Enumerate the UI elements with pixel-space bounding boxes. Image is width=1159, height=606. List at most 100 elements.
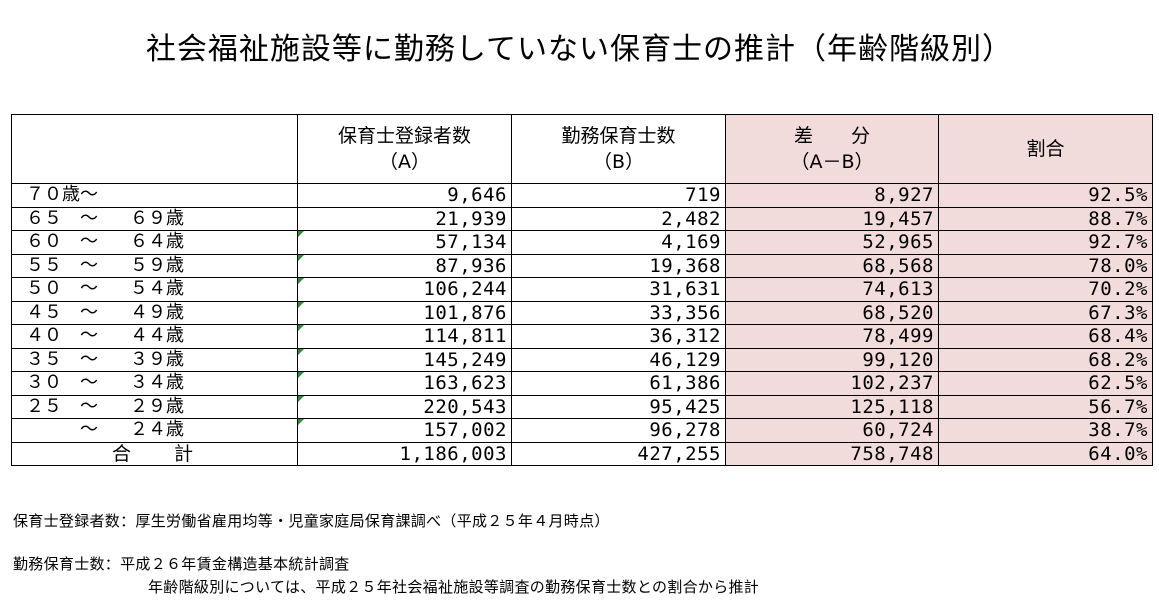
age-cell: ～ ２４歳 xyxy=(11,418,298,443)
note-estimation-method: 年齢階級別については、平成２５年社会福祉施設等調査の勤務保育士数との割合から推計 xyxy=(148,578,760,596)
working-cell: 19,368 xyxy=(511,253,726,278)
age-from: ５５ xyxy=(26,254,62,276)
registered-cell: 21,939 xyxy=(297,206,512,231)
ratio-cell: 68.2% xyxy=(938,347,1153,372)
page-title: 社会福祉施設等に勤務していない保育士の推計（年齢階級別） xyxy=(145,32,1014,67)
header-working-label: 勤務保育士数 xyxy=(561,125,676,147)
age-tilde: ～ xyxy=(80,395,98,417)
ratio-cell: 67.3% xyxy=(938,300,1153,325)
table-row: ～ ２４歳 157,002 96,278 60,724 38.7% xyxy=(11,418,1153,443)
age-to: ６４歳 xyxy=(130,231,184,253)
header-row: 保育士登録者数 （A） 勤務保育士数 （B） 差 分 （A－B） 割合 xyxy=(11,114,1153,184)
age-cell: ４５ ～ ４９歳 xyxy=(11,300,298,325)
age-from: ４５ xyxy=(26,301,62,323)
age-cell: ６０ ～ ６４歳 xyxy=(11,230,298,255)
age-cell: ２５ ～ ２９歳 xyxy=(11,394,298,419)
age-from: ５０ xyxy=(26,278,62,300)
ratio-cell: 38.7% xyxy=(938,418,1153,443)
age-to: ２９歳 xyxy=(130,395,184,417)
total-difference-cell: 758,748 xyxy=(725,441,939,466)
table-row: ２５ ～ ２９歳 220,543 95,425 125,118 56.7% xyxy=(11,394,1153,419)
age-from: ６５ xyxy=(26,207,62,229)
age-to: ２４歳 xyxy=(130,419,184,441)
registered-cell: 145,249 xyxy=(297,347,512,372)
age-cell: ６５ ～ ６９歳 xyxy=(11,206,298,231)
header-difference-label: 差 分 xyxy=(793,125,870,147)
header-registered-label: 保育士登録者数 xyxy=(337,125,471,147)
age-to: ３９歳 xyxy=(130,348,184,370)
table-row: ４０ ～ ４４歳 114,811 36,312 78,499 68.4% xyxy=(11,324,1153,349)
age-tilde: ～ xyxy=(80,278,98,300)
difference-cell: 125,118 xyxy=(725,394,939,419)
total-working-cell: 427,255 xyxy=(511,441,726,466)
table-row: ７０歳～ 9,646 719 8,927 92.5% xyxy=(11,183,1153,208)
age-tilde: ～ xyxy=(80,372,98,394)
header-ratio: 割合 xyxy=(938,114,1153,184)
registered-cell: 87,936 xyxy=(297,253,512,278)
total-label: 合計 xyxy=(11,441,298,466)
table-row: ６０ ～ ６４歳 57,134 4,169 52,965 92.7% xyxy=(11,230,1153,255)
age-from: ３５ xyxy=(26,348,62,370)
difference-cell: 60,724 xyxy=(725,418,939,443)
total-label-2: 計 xyxy=(174,442,194,465)
age-from: ４０ xyxy=(26,325,62,347)
ratio-cell: 62.5% xyxy=(938,371,1153,396)
ratio-cell: 92.5% xyxy=(938,183,1153,208)
working-cell: 719 xyxy=(511,183,726,208)
data-table: 保育士登録者数 （A） 勤務保育士数 （B） 差 分 （A－B） 割合 ７０歳～… xyxy=(11,114,1153,466)
header-registered: 保育士登録者数 （A） xyxy=(297,114,512,184)
difference-cell: 19,457 xyxy=(725,206,939,231)
working-cell: 2,482 xyxy=(511,206,726,231)
registered-cell: 157,002 xyxy=(297,418,512,443)
difference-cell: 8,927 xyxy=(725,183,939,208)
table-row: ６５ ～ ６９歳 21,939 2,482 19,457 88.7% xyxy=(11,206,1153,231)
age-tilde: ～ xyxy=(80,301,98,323)
age-cell: ３５ ～ ３９歳 xyxy=(11,347,298,372)
difference-cell: 68,568 xyxy=(725,253,939,278)
age-to: ６９歳 xyxy=(130,207,184,229)
ratio-cell: 56.7% xyxy=(938,394,1153,419)
working-cell: 61,386 xyxy=(511,371,726,396)
difference-cell: 68,520 xyxy=(725,300,939,325)
total-row: 合計 1,186,003 427,255 758,748 64.0% xyxy=(11,441,1153,466)
ratio-cell: 70.2% xyxy=(938,277,1153,302)
working-cell: 46,129 xyxy=(511,347,726,372)
ratio-cell: 88.7% xyxy=(938,206,1153,231)
age-to: ４９歳 xyxy=(130,301,184,323)
header-registered-sub: （A） xyxy=(379,151,430,173)
working-cell: 96,278 xyxy=(511,418,726,443)
age-from: ３０ xyxy=(26,372,62,394)
age-tilde: ～ xyxy=(80,325,98,347)
age-from: ２５ xyxy=(26,395,62,417)
working-cell: 31,631 xyxy=(511,277,726,302)
age-tilde: ～ xyxy=(80,348,98,370)
registered-cell: 101,876 xyxy=(297,300,512,325)
age-tilde: ～ xyxy=(80,254,98,276)
age-cell: ４０ ～ ４４歳 xyxy=(11,324,298,349)
header-working-sub: （B） xyxy=(592,151,645,173)
header-difference-sub: （A－B） xyxy=(790,151,874,173)
working-cell: 36,312 xyxy=(511,324,726,349)
age-cell: ７０歳～ xyxy=(11,183,298,208)
ratio-cell: 92.7% xyxy=(938,230,1153,255)
table-row: ４５ ～ ４９歳 101,876 33,356 68,520 67.3% xyxy=(11,300,1153,325)
difference-cell: 52,965 xyxy=(725,230,939,255)
age-from: ６０ xyxy=(26,231,62,253)
age-tilde: ～ xyxy=(80,419,98,441)
ratio-cell: 68.4% xyxy=(938,324,1153,349)
registered-cell: 106,244 xyxy=(297,277,512,302)
note-source-registered: 保育士登録者数：厚生労働省雇用均等・児童家庭局保育課調べ（平成２５年４月時点） xyxy=(13,512,610,530)
table-row: ５５ ～ ５９歳 87,936 19,368 68,568 78.0% xyxy=(11,253,1153,278)
total-label-1: 合 xyxy=(112,442,132,465)
working-cell: 33,356 xyxy=(511,300,726,325)
header-working: 勤務保育士数 （B） xyxy=(511,114,726,184)
registered-cell: 220,543 xyxy=(297,394,512,419)
table-row: ５０ ～ ５４歳 106,244 31,631 74,613 70.2% xyxy=(11,277,1153,302)
difference-cell: 99,120 xyxy=(725,347,939,372)
table-body: ７０歳～ 9,646 719 8,927 92.5% ６５ ～ ６９歳 21,939… xyxy=(11,183,1153,466)
age-cell: ３０ ～ ３４歳 xyxy=(11,371,298,396)
age-to: ５４歳 xyxy=(130,278,184,300)
age-from: ７０歳～ xyxy=(26,184,98,206)
header-age xyxy=(11,114,298,184)
registered-cell: 163,623 xyxy=(297,371,512,396)
